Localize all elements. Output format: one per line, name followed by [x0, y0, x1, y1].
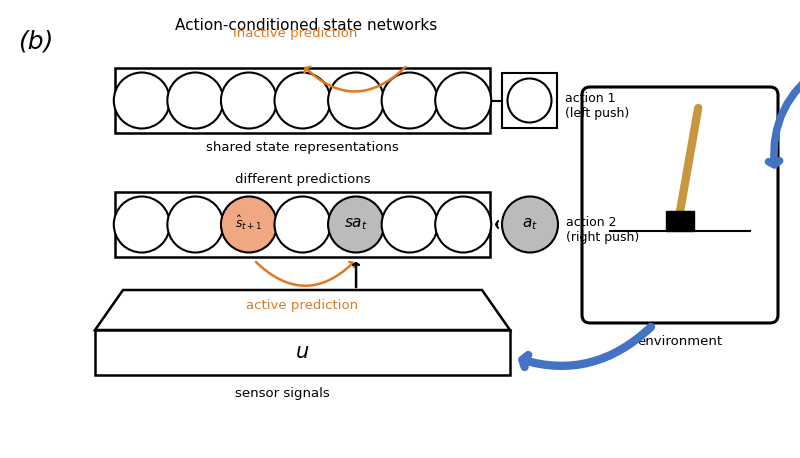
Bar: [95, 330, 510, 375]
Circle shape: [435, 196, 491, 252]
Circle shape: [435, 72, 491, 129]
Text: $sa_t$: $sa_t$: [344, 217, 368, 232]
Text: different predictions: different predictions: [234, 173, 370, 186]
Text: Inactive prediction: Inactive prediction: [233, 27, 357, 40]
Bar: [502, 73, 557, 128]
Text: $a_t$: $a_t$: [522, 217, 538, 232]
Circle shape: [328, 196, 384, 252]
Text: $\hat{s}_{t+1}$: $\hat{s}_{t+1}$: [235, 213, 262, 232]
Circle shape: [382, 196, 438, 252]
Circle shape: [328, 72, 384, 129]
Circle shape: [274, 196, 330, 252]
Circle shape: [507, 78, 551, 122]
Polygon shape: [95, 290, 510, 330]
Circle shape: [382, 72, 438, 129]
Circle shape: [221, 196, 277, 252]
Text: (b): (b): [18, 30, 54, 54]
Circle shape: [114, 196, 170, 252]
Text: $u$: $u$: [295, 343, 310, 362]
Text: Action-conditioned state networks: Action-conditioned state networks: [175, 18, 438, 33]
Text: environment: environment: [638, 335, 722, 348]
Text: sensor signals: sensor signals: [235, 387, 330, 400]
Circle shape: [502, 196, 558, 252]
Circle shape: [114, 72, 170, 129]
Bar: [666, 212, 694, 231]
Circle shape: [221, 72, 277, 129]
Text: action 2
(right push): action 2 (right push): [566, 217, 639, 245]
Text: active prediction: active prediction: [246, 299, 358, 312]
Bar: [115, 192, 490, 257]
Circle shape: [167, 72, 223, 129]
Circle shape: [274, 72, 330, 129]
Text: action 1
(left push): action 1 (left push): [565, 93, 630, 120]
Circle shape: [167, 196, 223, 252]
Bar: [115, 68, 490, 133]
FancyBboxPatch shape: [582, 87, 778, 323]
Text: shared state representations: shared state representations: [206, 141, 399, 154]
